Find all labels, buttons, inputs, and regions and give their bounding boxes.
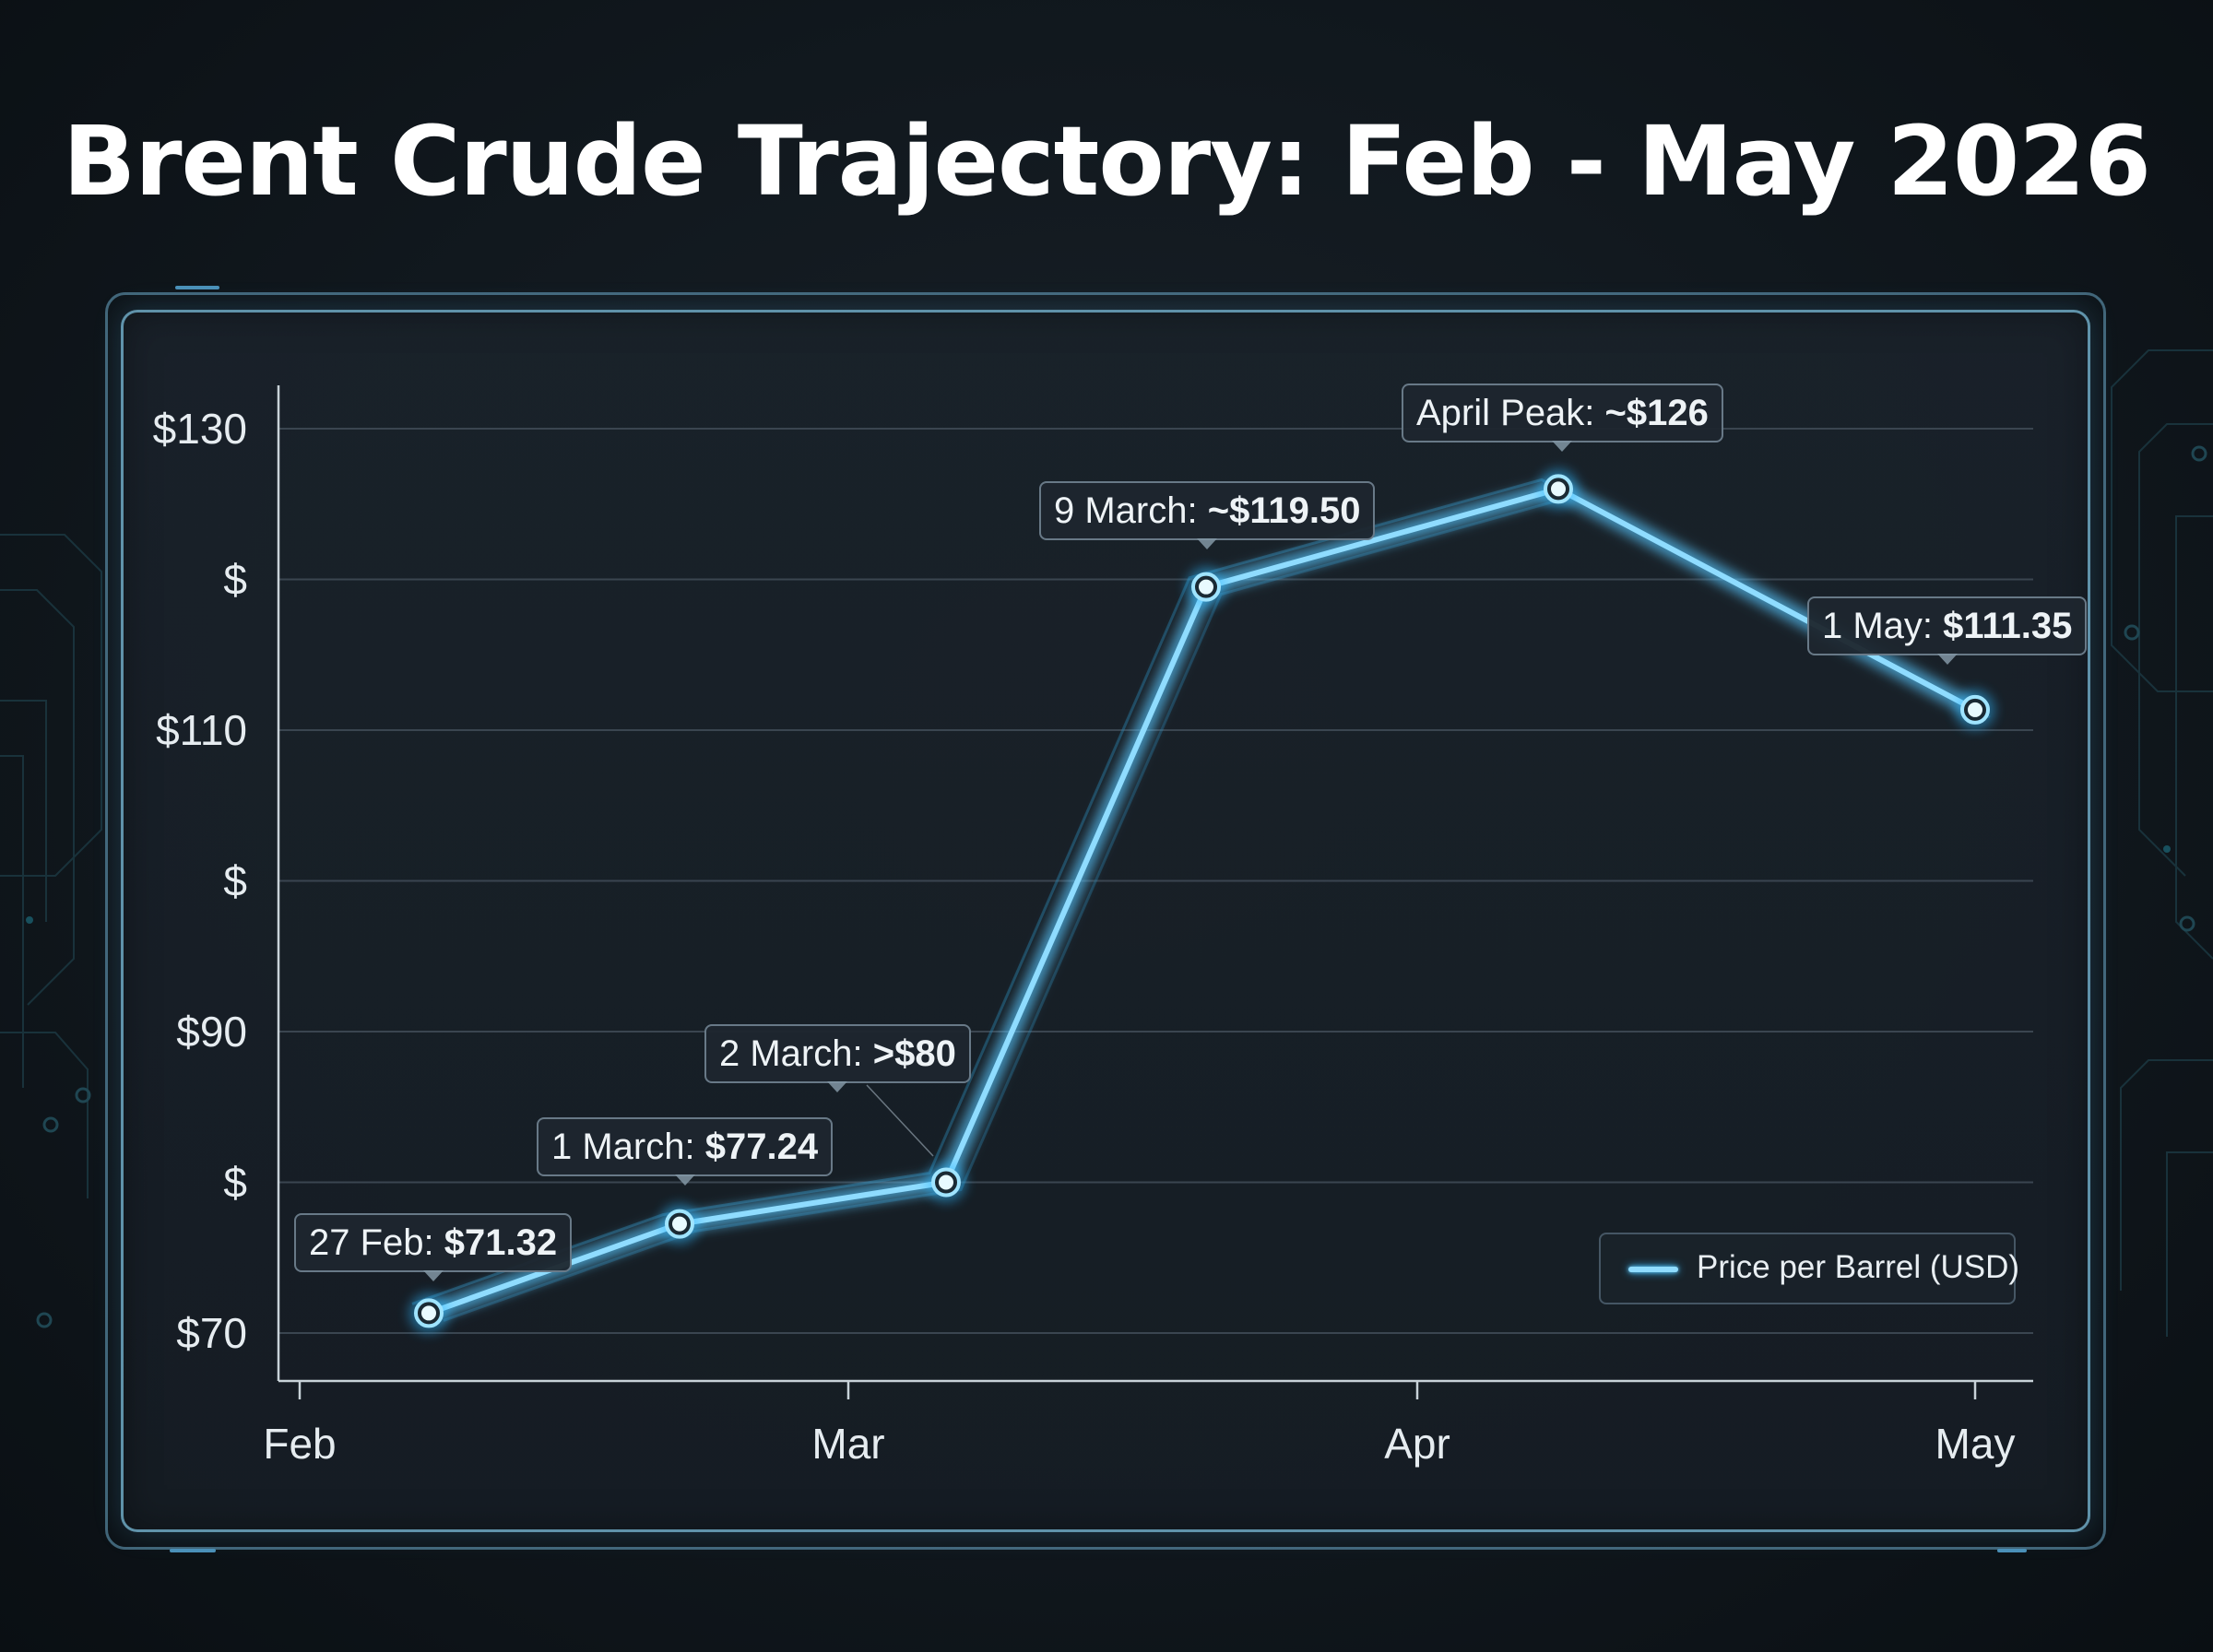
annotation-label: 9 March: [1054, 490, 1208, 531]
frame-accent-bottom-right [1997, 1549, 2027, 1552]
annotation-callout: 1 March: $77.24 [537, 1117, 834, 1186]
annotation-callout: April Peak: ~$126 [1402, 384, 1723, 452]
y-tick-label: $70 [176, 1309, 247, 1357]
axes [277, 385, 2033, 1399]
annotation-value: >$80 [872, 1033, 956, 1074]
chart-title: Brent Crude Trajectory: Feb - May 2026 [62, 105, 2151, 218]
x-tick-label: Feb [263, 1420, 336, 1468]
series-glow [426, 481, 1979, 1320]
series-price-per-barrel [411, 478, 1991, 1322]
annotation-leader-line [866, 1084, 934, 1157]
x-tick-label: Apr [1384, 1420, 1450, 1468]
annotation-label: April Peak: [1416, 393, 1605, 433]
y-tick-label: $90 [176, 1008, 247, 1056]
legend-swatch [1628, 1267, 1678, 1272]
y-tick-label: $130 [153, 405, 247, 453]
series-echo-trace [443, 494, 1991, 1322]
y-tick-label: $ [223, 1159, 247, 1207]
y-axis-tick-labels: $130 $ $110 $ $90 $ $70 [153, 405, 247, 1357]
y-tick-label: $110 [156, 706, 247, 754]
annotation-value: ~$126 [1604, 393, 1709, 433]
grid-lines [278, 428, 2033, 1334]
annotation-value: $71.32 [444, 1222, 558, 1263]
data-point-core [1199, 579, 1213, 595]
annotation-callout: 2 March: >$80 [704, 1024, 971, 1092]
data-point-core [672, 1216, 687, 1232]
annotation-callout: 27 Feb: $71.32 [294, 1213, 573, 1281]
frame-accent-top [175, 286, 219, 289]
annotation-callout: 1 May: $111.35 [1807, 596, 2088, 665]
y-tick-label: $ [223, 556, 247, 604]
data-points [408, 468, 1995, 1334]
x-axis-tick-labels: Feb Mar Apr May [263, 1420, 2015, 1468]
chart-frame-outer [105, 292, 2106, 1550]
annotation-value: $111.35 [1943, 606, 2073, 646]
annotation-label: 1 May: [1822, 606, 1944, 646]
x-tick-label: May [1935, 1420, 2016, 1468]
data-point-core [1968, 702, 1982, 717]
annotation-value: ~$119.50 [1207, 490, 1361, 531]
frame-accent-bottom-left [170, 1549, 216, 1552]
x-tick-label: Mar [811, 1420, 884, 1468]
annotation-callout: 9 March: ~$119.50 [1039, 481, 1376, 549]
annotation-label: 1 March: [551, 1127, 705, 1167]
legend-label: Price per Barrel (USD) [1697, 1249, 2020, 1285]
annotation-label: 27 Feb: [309, 1222, 444, 1263]
data-point-core [1551, 481, 1566, 497]
data-point-core [421, 1305, 436, 1321]
series-echo-trace [411, 478, 1959, 1305]
data-point-core [939, 1174, 953, 1190]
series-line [427, 486, 1977, 1316]
annotation-value: $77.24 [704, 1127, 819, 1167]
legend: Price per Barrel (USD) [1599, 1233, 2020, 1304]
y-tick-label: $ [223, 857, 247, 905]
annotation-label: 2 March: [719, 1033, 873, 1074]
